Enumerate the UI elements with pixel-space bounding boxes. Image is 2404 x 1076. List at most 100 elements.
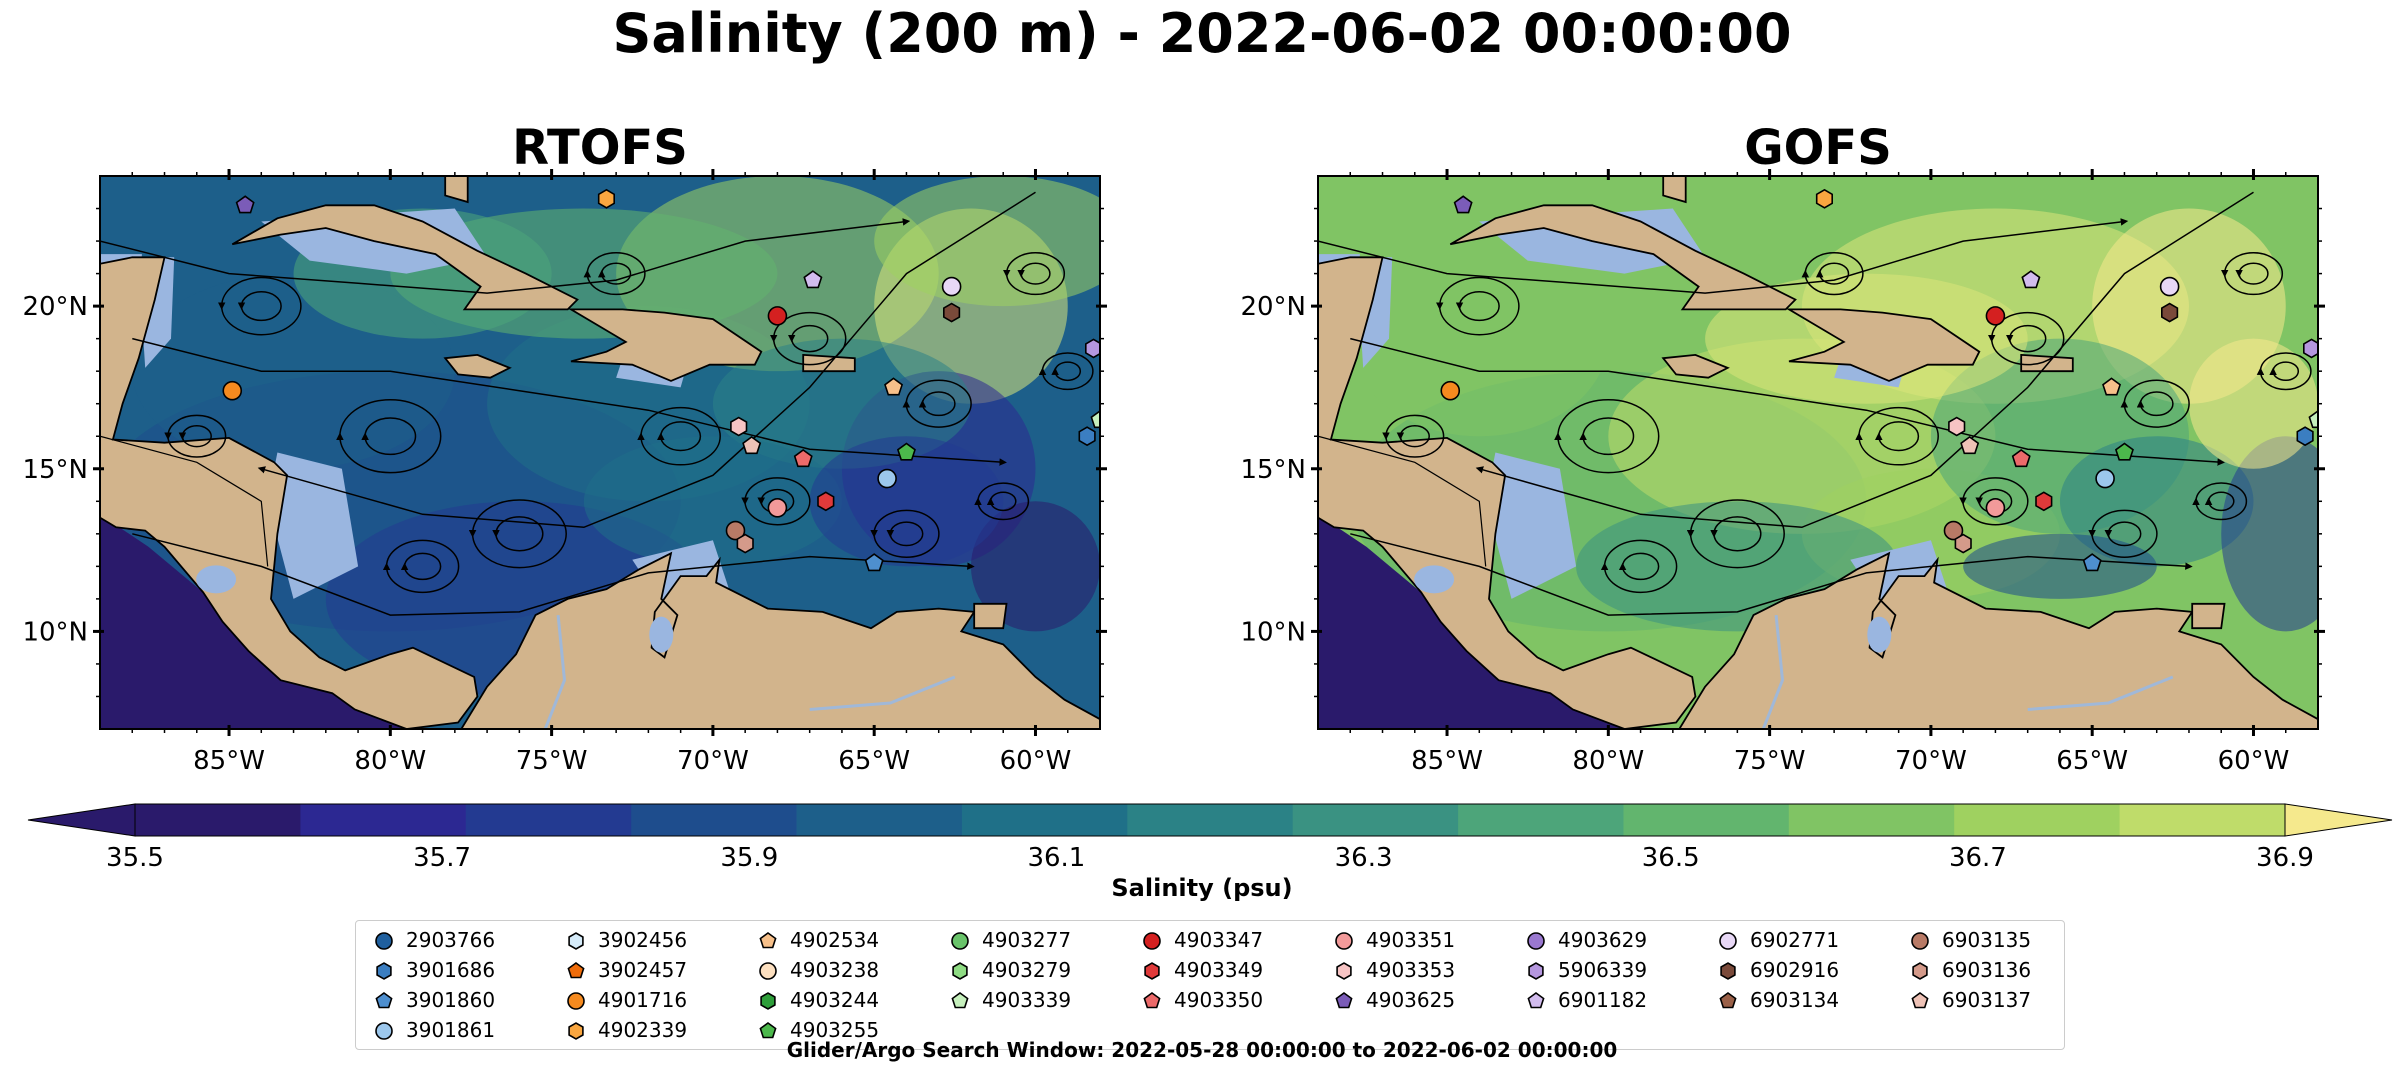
legend-label: 6903136 (1942, 958, 2032, 982)
legend-label: 4903255 (790, 1018, 880, 1042)
map-panel-gofs: 85°W 80°W 75°W 70°W 65°W 60°W 20°N 15°N 10°N (1240, 169, 2325, 776)
lake-maracaibo (1867, 616, 1892, 653)
streamline (1002, 252, 1066, 296)
lake-nicaragua (1414, 565, 1455, 594)
streamline (974, 482, 1030, 521)
legend-marker (1912, 962, 1928, 980)
streamline (769, 311, 847, 366)
colorbar-bin (465, 804, 632, 836)
legend-item: 4903350 (1136, 985, 1306, 1015)
streamline (1318, 218, 2129, 294)
map-clip-area (100, 176, 1100, 729)
x-tick-label: 75°W (1734, 746, 1806, 776)
legend-marker-icon (1720, 962, 1736, 980)
x-tick-label: 75°W (516, 746, 588, 776)
float-marker (2102, 377, 2122, 396)
legend-marker (567, 992, 585, 1010)
float-marker (1960, 436, 1980, 455)
x-tick-label: 60°W (1000, 746, 1072, 776)
streamline (1396, 425, 1430, 448)
river-magdalena (543, 614, 567, 729)
streamline (361, 417, 417, 456)
streamline (217, 276, 302, 336)
legend-label: 4903244 (790, 988, 880, 1012)
float-marker (2159, 276, 2180, 297)
legend-marker-icon (568, 932, 584, 950)
y-tick-label: 15°N (22, 455, 88, 485)
river-orinoco (2027, 675, 2174, 711)
streamline (2005, 324, 2047, 353)
river-magdalena (1761, 614, 1785, 729)
land-yucatan-honduras (1318, 256, 1697, 729)
float-marker (742, 436, 762, 455)
float-marker (767, 306, 788, 326)
legend-label: 4902534 (790, 928, 880, 952)
float-marker (1078, 426, 1096, 447)
legend-marker (759, 1022, 777, 1039)
legend-marker-icon (759, 932, 777, 949)
legend-item: 2903766 (368, 925, 538, 955)
streamline (1475, 191, 2254, 529)
streamline (986, 491, 1017, 512)
float-marker (1985, 497, 2006, 518)
float-marker (1440, 380, 1461, 401)
land-puerto-rico (2020, 353, 2074, 373)
streamline (1455, 291, 1500, 322)
land-andros (444, 176, 469, 204)
legend-label: 6903134 (1750, 988, 1840, 1012)
float-marker (222, 380, 243, 401)
legend-item: 4903244 (752, 985, 922, 1015)
streamline (1435, 276, 1520, 336)
legend-label: 3902456 (598, 928, 688, 952)
legend-marker-icon (1528, 962, 1544, 980)
pacific-water (1318, 514, 1625, 729)
y-tick-label: 10°N (1240, 617, 1306, 647)
map-frame (99, 175, 1101, 730)
legend-marker-icon (951, 932, 969, 950)
legend-marker-icon (1719, 932, 1737, 950)
lake-nicaragua (196, 565, 237, 594)
legend-marker-icon (1527, 992, 1545, 1009)
land-hispaniola (1785, 308, 1981, 382)
colorbar-extend-low (27, 803, 136, 837)
legend-item: 5906339 (1520, 955, 1690, 985)
float-marker (730, 416, 748, 437)
colorbar-bin (1292, 804, 1459, 836)
float-marker (1453, 195, 1473, 214)
legend-label: 4903347 (1174, 928, 1264, 952)
colorbar-bin (1788, 804, 1955, 836)
streamline (597, 262, 632, 285)
legend-label: 5906339 (1558, 958, 1648, 982)
legend-item: 4903351 (1328, 925, 1498, 955)
legend-marker-icon (1527, 932, 1545, 950)
float-marker (2161, 302, 2179, 323)
streamline (2204, 491, 2235, 512)
float-marker (896, 442, 916, 461)
float-marker (1815, 188, 1833, 209)
land-jamaica (443, 353, 512, 379)
legend-marker (1335, 992, 1353, 1009)
streamline (492, 516, 544, 552)
x-tick-label: 80°W (1572, 746, 1644, 776)
float-marker (1090, 410, 1100, 429)
streamline (902, 379, 972, 428)
streamline (787, 324, 829, 353)
legend-item: 4903347 (1136, 925, 1306, 955)
streamline (1579, 417, 1635, 456)
float-marker (725, 520, 746, 541)
float-marker (235, 195, 255, 214)
legend-marker (567, 962, 585, 979)
float-marker (1985, 306, 2006, 326)
legend-label: 4903625 (1366, 988, 1456, 1012)
float-marker (1954, 533, 1972, 554)
streamline (164, 414, 227, 458)
float-marker (597, 188, 616, 209)
streamline (336, 399, 442, 474)
legend-item: 3901860 (368, 985, 538, 1015)
legend-item: 6903134 (1712, 985, 1882, 1015)
legend-item: 4903349 (1136, 955, 1306, 985)
float-marker (877, 468, 897, 489)
streamline (2088, 509, 2158, 558)
legend-item: 4903238 (752, 955, 922, 985)
legend-marker-icon (375, 992, 393, 1009)
